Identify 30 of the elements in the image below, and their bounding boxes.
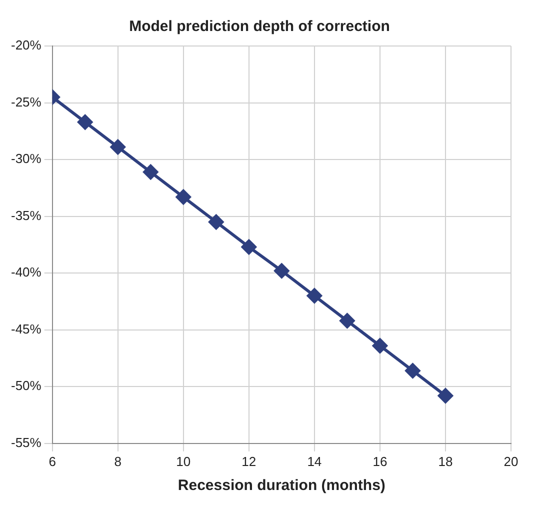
point bbox=[176, 190, 191, 205]
point bbox=[340, 313, 355, 328]
chart-title: Model prediction depth of correction bbox=[129, 18, 390, 36]
y-tick-label: -50% bbox=[10, 378, 42, 394]
y-tick-label: -40% bbox=[10, 264, 42, 280]
x-tick-label: 6 bbox=[48, 454, 56, 469]
point bbox=[241, 239, 256, 254]
x-tick-label: 20 bbox=[504, 454, 518, 469]
x-tick-label: 16 bbox=[372, 454, 388, 469]
y-tick-label: -20% bbox=[10, 38, 42, 53]
y-tick-label: -30% bbox=[10, 151, 42, 166]
x-tick-label: 14 bbox=[307, 454, 322, 469]
x-axis-title: Recession duration (months) bbox=[178, 477, 386, 494]
point bbox=[78, 114, 93, 130]
point bbox=[405, 363, 420, 378]
point bbox=[110, 140, 126, 155]
point bbox=[438, 388, 453, 404]
x-tick-label: 12 bbox=[242, 454, 256, 469]
x-tick-label: 8 bbox=[114, 454, 122, 469]
point bbox=[372, 338, 388, 354]
y-tick-label: -35% bbox=[10, 208, 42, 223]
point bbox=[306, 288, 322, 304]
point bbox=[274, 263, 290, 278]
x-tick-label: 10 bbox=[176, 454, 191, 469]
y-tick-label: -45% bbox=[10, 321, 42, 336]
y-tick-label: -55% bbox=[10, 434, 42, 450]
point bbox=[208, 214, 224, 230]
point bbox=[143, 164, 158, 180]
x-tick-label: 18 bbox=[438, 454, 453, 469]
y-tick-label: -25% bbox=[10, 94, 42, 110]
